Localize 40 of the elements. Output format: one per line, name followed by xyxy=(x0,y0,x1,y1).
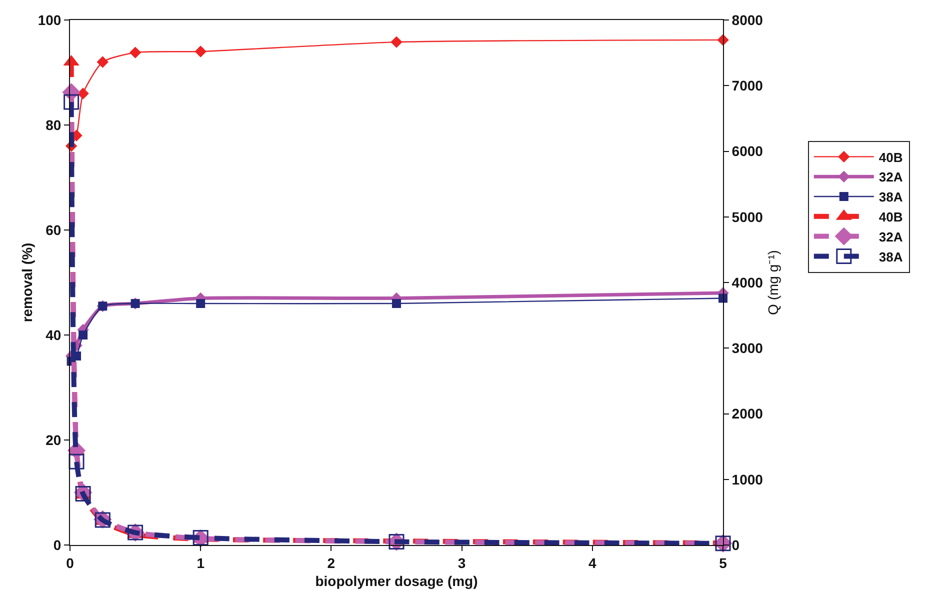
y-tick-label: 40 xyxy=(46,326,62,343)
x-tick-label: 4 xyxy=(588,554,596,571)
y2-tick-label: 5000 xyxy=(732,208,764,225)
y2-tick-label: 2000 xyxy=(732,406,764,422)
legend-label: 40B xyxy=(878,150,903,165)
legend-label: 32A xyxy=(878,170,904,185)
y2-tick-label: 6000 xyxy=(732,143,764,160)
point xyxy=(96,56,108,68)
y2-tick-label: 1000 xyxy=(732,471,764,488)
x-axis-title: biopolymer dosage (mg) xyxy=(315,573,478,590)
y-tick-label: 100 xyxy=(38,12,62,28)
y-tick-label: 60 xyxy=(46,222,62,238)
legend-label: 38A xyxy=(878,190,904,205)
point xyxy=(196,299,206,308)
legend-label: 32A xyxy=(878,229,904,244)
point xyxy=(75,486,91,502)
y-axis-title: removal (%) xyxy=(19,242,35,322)
y2-tick-label: 7000 xyxy=(732,78,764,94)
legend-label: 40B xyxy=(878,209,903,224)
point xyxy=(390,36,402,48)
y2-tick-label: 8000 xyxy=(732,12,764,28)
legend-label: 38A xyxy=(878,249,904,264)
x-tick-label: 0 xyxy=(66,554,74,571)
y2-axis-title: Q (mg g⁻¹) xyxy=(765,250,782,315)
point xyxy=(129,46,142,58)
point xyxy=(68,454,84,470)
y-tick-label: 0 xyxy=(53,536,62,553)
y-tick-label: 80 xyxy=(46,116,62,133)
x-tick-label: 2 xyxy=(327,554,336,571)
y2-tick-label: 4000 xyxy=(732,274,764,290)
x-tick-label: 1 xyxy=(196,554,205,571)
point xyxy=(64,94,80,110)
y2-tick-label: 0 xyxy=(732,536,740,553)
x-tick-label: 5 xyxy=(719,554,728,571)
y-tick-label: 20 xyxy=(46,432,62,448)
x-tick-label: 3 xyxy=(458,554,466,571)
point xyxy=(194,46,206,58)
y2-tick-label: 3000 xyxy=(732,340,764,356)
point xyxy=(392,299,401,308)
point xyxy=(78,330,88,340)
